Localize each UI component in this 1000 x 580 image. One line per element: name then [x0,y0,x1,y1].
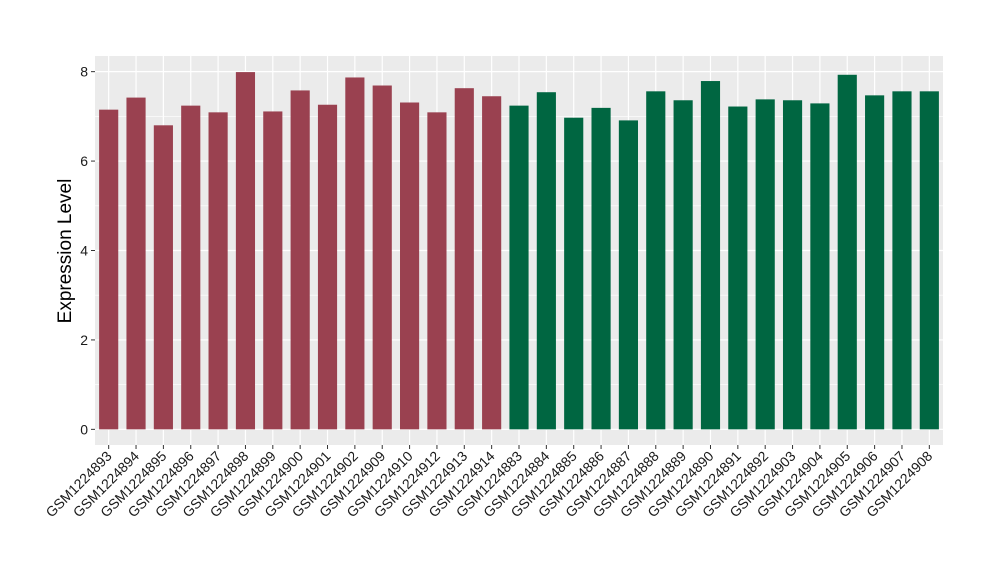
bar [181,105,201,430]
bar [372,85,392,430]
bar [345,77,365,430]
bar [235,72,256,430]
bar [290,90,310,430]
bar [454,88,474,430]
bar [919,91,939,430]
bar [208,112,228,430]
bar [126,97,146,430]
y-tick-label: 6 [80,153,88,169]
bar [892,91,912,430]
bar [728,106,748,430]
bar [755,99,775,430]
bar [673,100,693,430]
bar [782,100,803,430]
bar [591,107,611,430]
y-tick-label: 2 [80,332,88,348]
bar [810,103,830,430]
bar [153,125,173,430]
bar [482,96,502,430]
bar [427,112,447,430]
x-axis: GSM1224893GSM1224894GSM1224895GSM1224896… [42,445,936,520]
bar [317,104,338,430]
y-axis: 0 2 4 6 8 [80,64,95,437]
bar [509,105,529,430]
y-tick-label: 8 [80,64,88,80]
bar [618,120,638,430]
bar [837,74,857,430]
bar [564,117,584,430]
bar [536,92,556,430]
bars [99,72,939,430]
bar [646,91,666,430]
bar [400,102,420,430]
y-axis-title: Expression Level [55,179,76,324]
bar [865,95,885,430]
y-tick-label: 4 [80,243,88,259]
bar [263,111,283,430]
bar [700,81,721,430]
y-tick-label: 0 [80,421,88,437]
bar [99,109,119,430]
